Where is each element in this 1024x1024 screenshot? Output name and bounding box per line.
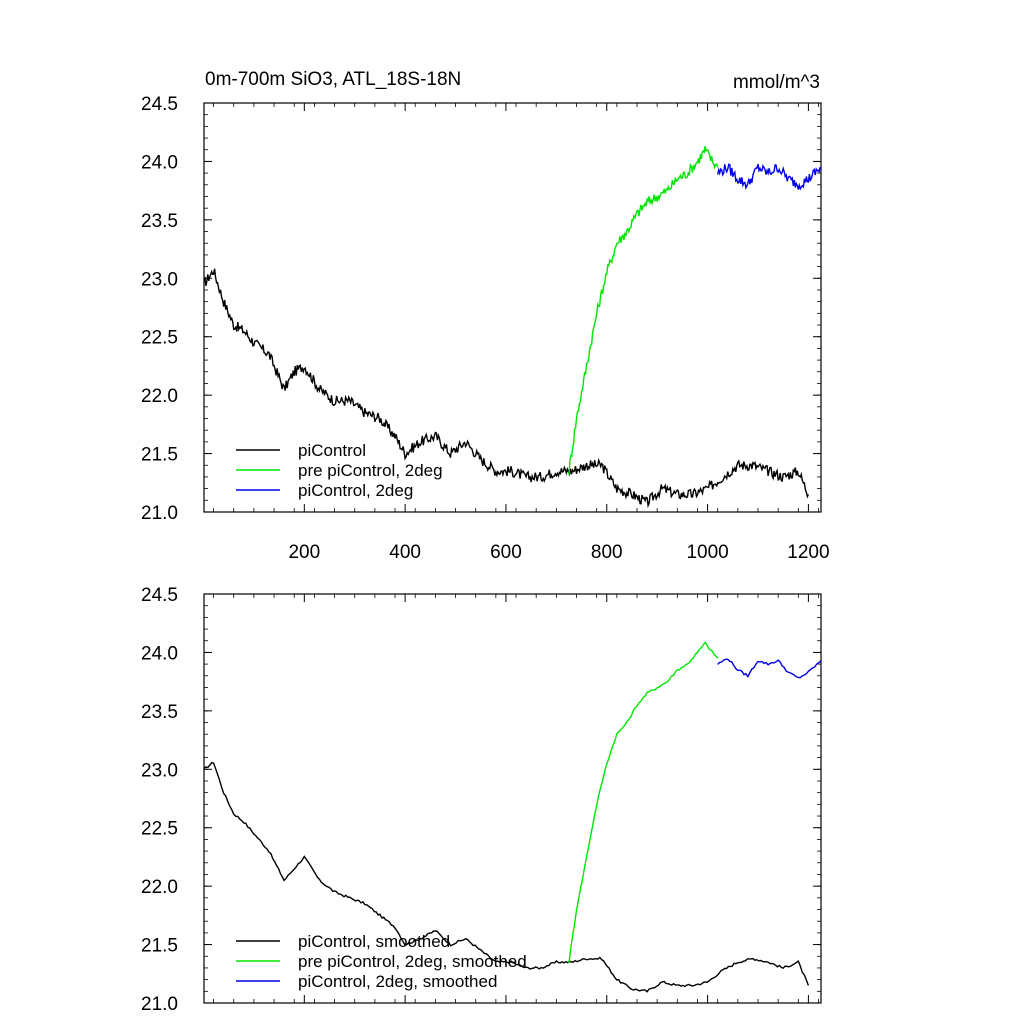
chart-title: 0m-700m SiO3, ATL_18S-18N bbox=[205, 69, 461, 90]
series-line-0 bbox=[203, 761, 810, 993]
x-tick-label: 200 bbox=[288, 542, 320, 563]
y-tick-label: 23.5 bbox=[141, 211, 178, 232]
y-tick-label: 24.5 bbox=[141, 585, 178, 606]
series-line-2 bbox=[717, 658, 822, 679]
top-panel: 21.0 21.5 22.0 22.5 23.0 23.5 24.0 24.5 200 400 60… bbox=[141, 94, 830, 563]
legend-label: piControl, smoothed bbox=[298, 932, 450, 951]
series-line-2 bbox=[717, 163, 822, 191]
x-tick-label: 400 bbox=[389, 542, 421, 563]
plot-frame bbox=[203, 593, 822, 1004]
y-tick-label: 22.0 bbox=[141, 386, 178, 407]
legend-label: piControl bbox=[298, 441, 366, 460]
y-tick-label: 23.0 bbox=[141, 269, 178, 290]
bottom-panel: 21.0 21.5 22.0 22.5 23.0 23.5 24.0 24.5 piContro… bbox=[141, 585, 822, 1015]
legend-label: pre piControl, 2deg bbox=[298, 461, 443, 480]
y-tick-label: 21.0 bbox=[141, 994, 178, 1015]
x-tick-label: 800 bbox=[591, 542, 623, 563]
x-tick-label: 1200 bbox=[787, 542, 829, 563]
series-line-1 bbox=[568, 146, 719, 476]
y-tick-label: 24.5 bbox=[141, 94, 178, 115]
legend-label: pre piControl, 2deg, smoothed bbox=[298, 952, 527, 971]
y-tick-label: 21.5 bbox=[141, 445, 178, 466]
series-line-1 bbox=[568, 641, 719, 964]
legend-label: piControl, 2deg bbox=[298, 481, 413, 500]
y-tick-label: 24.0 bbox=[141, 643, 178, 664]
y-tick-label: 22.5 bbox=[141, 819, 178, 840]
legend-label: piControl, 2deg, smoothed bbox=[298, 972, 497, 991]
y-tick-label: 24.0 bbox=[141, 152, 178, 173]
series-line-0 bbox=[203, 268, 810, 509]
x-tick-label: 1000 bbox=[686, 542, 728, 563]
plot-frame bbox=[203, 102, 822, 513]
units-label: mmol/m^3 bbox=[733, 72, 820, 93]
y-tick-label: 22.0 bbox=[141, 877, 178, 898]
y-tick-label: 22.5 bbox=[141, 328, 178, 349]
y-tick-label: 21.5 bbox=[141, 936, 178, 957]
x-tick-label: 600 bbox=[490, 542, 522, 563]
y-tick-label: 23.5 bbox=[141, 702, 178, 723]
y-tick-label: 21.0 bbox=[141, 503, 178, 524]
y-tick-label: 23.0 bbox=[141, 760, 178, 781]
